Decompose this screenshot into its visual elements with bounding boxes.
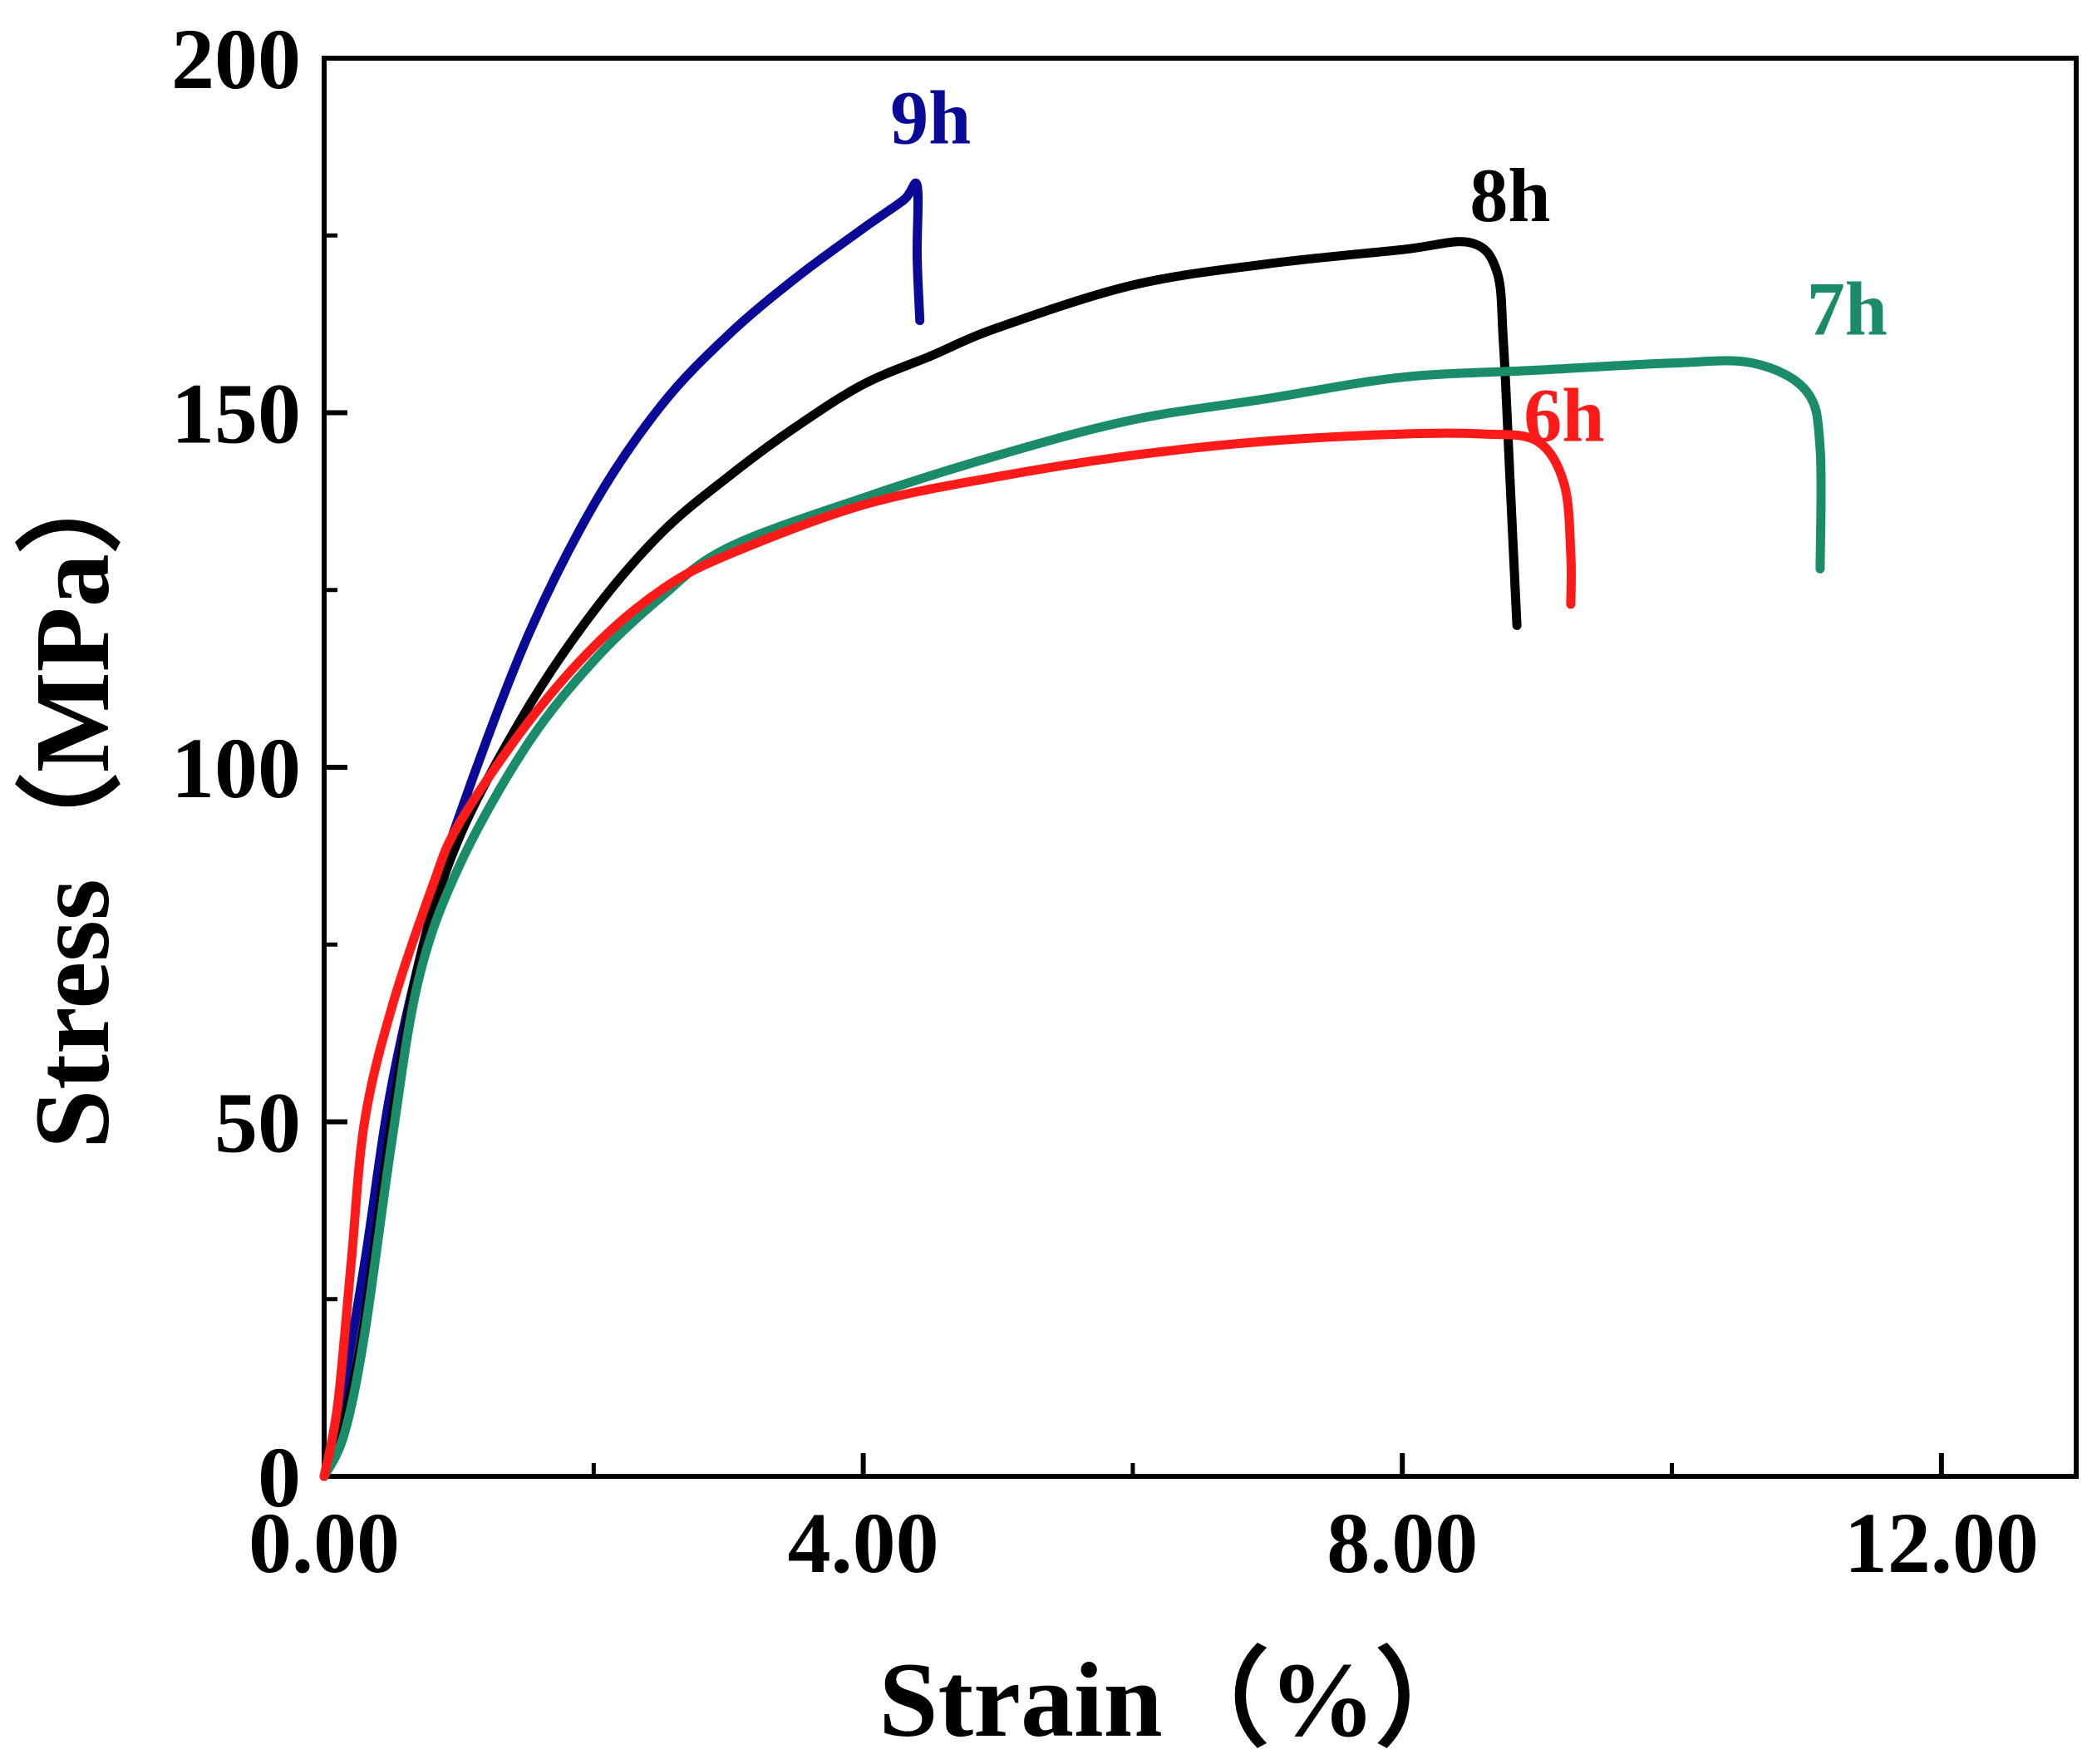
x-tick-label: 12.00 xyxy=(1844,1495,2039,1591)
x-tick-label: 4.00 xyxy=(788,1495,939,1591)
axis-tick-labels: 0.00 4.00 8.00 12.00 0 50 100 150 200 xyxy=(171,12,2039,1591)
series-line-6h xyxy=(319,428,1577,1481)
series-line-7h xyxy=(319,356,1826,1481)
series-line-9h xyxy=(319,178,925,1481)
series-line-8h xyxy=(319,237,1522,1481)
y-tick-label: 50 xyxy=(214,1076,301,1171)
y-axis-title: Stress（MPa） xyxy=(13,447,131,1149)
axis-ticks xyxy=(322,56,1944,1479)
y-tick-label: 150 xyxy=(171,367,301,462)
x-axis-title: Strain（%） xyxy=(879,1641,1481,1759)
series-lines xyxy=(319,178,1826,1481)
series-label-7h: 7h xyxy=(1807,267,1888,352)
y-tick-label: 0 xyxy=(258,1430,301,1525)
series-label-8h: 8h xyxy=(1469,153,1550,238)
y-tick-label: 100 xyxy=(171,721,301,816)
x-tick-label: 0.00 xyxy=(249,1495,400,1591)
series-label-6h: 6h xyxy=(1523,373,1604,458)
series-label-9h: 9h xyxy=(890,75,971,160)
series-labels: 9h 8h 7h 6h xyxy=(890,75,1888,457)
x-tick-label: 8.00 xyxy=(1327,1495,1478,1591)
y-tick-label: 200 xyxy=(171,12,301,107)
